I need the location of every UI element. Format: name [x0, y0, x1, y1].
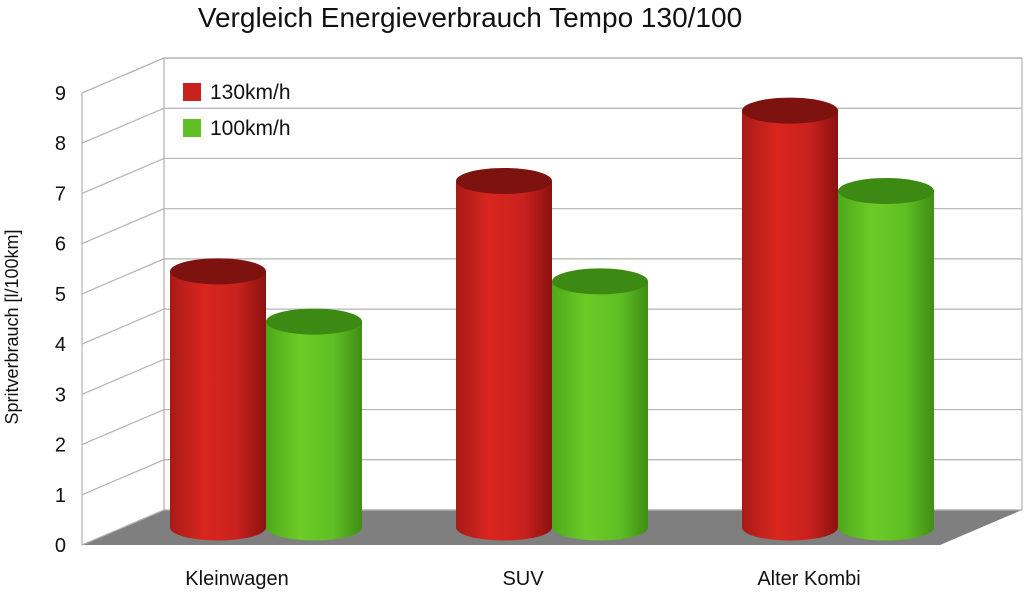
gridline — [81, 208, 1022, 245]
y-axis-label: Spritverbrauch [l/100km] — [2, 229, 22, 424]
y-tick-label: 4 — [55, 334, 66, 356]
bar-top — [266, 308, 362, 335]
bar-130kmh-suv — [456, 167, 552, 541]
bar-body — [170, 271, 266, 541]
gridline — [81, 57, 1022, 94]
bar-130kmh-alter-kombi — [742, 97, 838, 541]
gridline — [81, 157, 1022, 194]
bar-body — [838, 191, 934, 541]
gridline — [81, 408, 1022, 446]
y-tick-label: 7 — [55, 183, 66, 205]
legend: 130km/h 100km/h — [183, 81, 291, 140]
x-category-label: Alter Kombi — [757, 568, 860, 590]
gridline — [81, 107, 1022, 144]
y-tick-label: 1 — [55, 485, 66, 507]
y-tick-label: 2 — [55, 435, 66, 457]
y-tick-label: 0 — [55, 535, 66, 557]
bar-top — [456, 167, 552, 194]
x-category-label: SUV — [502, 568, 544, 590]
bar-top — [552, 268, 648, 295]
y-tick-label: 9 — [55, 83, 66, 105]
y-tick-label: 6 — [55, 234, 66, 256]
bar-body — [266, 321, 362, 541]
gridline — [81, 509, 1022, 546]
y-tick-label: 5 — [55, 284, 66, 306]
side-wall — [81, 57, 165, 546]
gridline — [81, 459, 1022, 496]
x-axis-categories: Kleinwagen SUV Alter Kombi — [185, 568, 860, 590]
y-tick-label: 8 — [55, 133, 66, 155]
legend-swatch — [183, 119, 201, 137]
gridlines — [81, 57, 1022, 546]
bar-130kmh-kleinwagen — [170, 258, 266, 541]
legend-label: 100km/h — [210, 117, 291, 140]
bars — [170, 97, 934, 541]
bar-body — [742, 110, 838, 541]
bar-body — [552, 281, 648, 541]
chart-title: Vergleich Energieverbrauch Tempo 130/100 — [198, 2, 742, 33]
legend-swatch — [183, 83, 201, 101]
gridline — [81, 358, 1022, 395]
bar-100kmh-suv — [552, 268, 648, 541]
bar-top — [742, 97, 838, 124]
y-tick-label: 3 — [55, 384, 66, 406]
y-axis-ticks: 0 1 2 3 4 5 6 7 8 9 — [55, 83, 66, 557]
bar-100kmh-kleinwagen — [266, 308, 362, 541]
bar-100kmh-alter-kombi — [838, 178, 934, 541]
gridline — [81, 258, 1022, 295]
bar-top — [838, 178, 934, 205]
x-category-label: Kleinwagen — [185, 568, 288, 590]
bar-top — [170, 258, 266, 285]
bar-body — [456, 180, 552, 541]
legend-label: 130km/h — [210, 81, 291, 104]
gridline — [81, 308, 1022, 345]
